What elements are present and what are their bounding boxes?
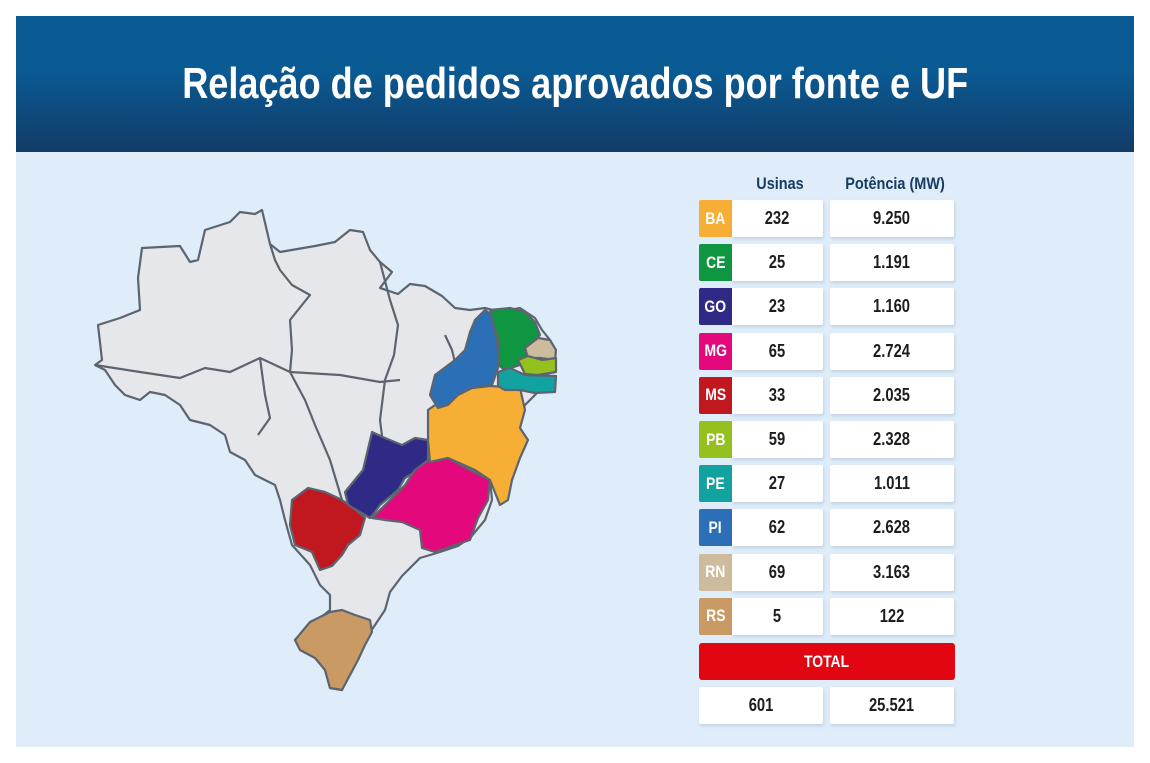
uf-badge: PI bbox=[699, 509, 732, 547]
potencia-value: 2.724 bbox=[873, 340, 911, 361]
uf-code: PE bbox=[706, 473, 725, 493]
potencia-cell: 1.160 bbox=[830, 288, 954, 326]
usinas-cell: 232 bbox=[732, 200, 823, 237]
usinas-cell: 62 bbox=[732, 509, 823, 547]
usinas-cell: 59 bbox=[732, 421, 823, 458]
uf-code: RS bbox=[705, 606, 726, 626]
potencia-value: 2.328 bbox=[873, 429, 911, 449]
uf-badge: RS bbox=[699, 597, 732, 635]
usinas-value: 23 bbox=[769, 296, 786, 317]
potencia-value: 2.035 bbox=[873, 384, 911, 405]
usinas-value: 5 bbox=[773, 605, 782, 626]
uf-code: PI bbox=[708, 517, 723, 537]
uf-badge: CE bbox=[699, 244, 732, 282]
potencia-value: 2.628 bbox=[873, 517, 911, 538]
uf-badge: GO bbox=[699, 288, 732, 326]
column-header-potencia: Potência (MW) bbox=[845, 174, 945, 193]
potencia-value: 122 bbox=[879, 605, 905, 626]
uf-badge: MG bbox=[699, 332, 732, 370]
state-pe bbox=[496, 366, 558, 395]
uf-code: CE bbox=[705, 252, 726, 272]
usinas-cell: 27 bbox=[732, 465, 823, 503]
page-title: Relação de pedidos aprovados por fonte e… bbox=[182, 59, 968, 108]
potencia-cell: 9.250 bbox=[830, 200, 954, 237]
uf-code: MS bbox=[705, 385, 726, 405]
header-banner: Relação de pedidos aprovados por fonte e… bbox=[16, 16, 1134, 152]
potencia-cell: 1.191 bbox=[830, 244, 954, 282]
potencia-value: 1.191 bbox=[873, 252, 911, 273]
potencia-cell: 1.011 bbox=[830, 465, 954, 503]
usinas-cell: 23 bbox=[732, 288, 823, 326]
uf-code: RN bbox=[705, 562, 726, 582]
total-potencia-value: 25.521 bbox=[869, 695, 915, 715]
state-ms bbox=[288, 486, 367, 572]
potencia-cell: 122 bbox=[830, 597, 954, 635]
uf-code: PB bbox=[705, 429, 726, 449]
usinas-cell: 33 bbox=[732, 376, 823, 414]
total-potencia-cell: 25.521 bbox=[830, 687, 954, 724]
usinas-value: 27 bbox=[769, 473, 786, 494]
potencia-value: 3.163 bbox=[873, 561, 911, 582]
total-label: TOTAL bbox=[804, 651, 850, 671]
potencia-cell: 3.163 bbox=[830, 553, 954, 591]
potencia-cell: 2.328 bbox=[830, 421, 954, 458]
usinas-value: 33 bbox=[769, 384, 786, 405]
total-usinas-value: 601 bbox=[748, 695, 774, 715]
uf-badge: PB bbox=[699, 421, 732, 458]
brazil-map bbox=[80, 200, 620, 700]
usinas-value: 65 bbox=[769, 340, 786, 361]
usinas-cell: 69 bbox=[732, 553, 823, 591]
usinas-value: 25 bbox=[769, 252, 786, 273]
potencia-cell: 2.628 bbox=[830, 509, 954, 547]
usinas-cell: 5 bbox=[732, 597, 823, 635]
map-base-brazil bbox=[93, 208, 552, 692]
uf-badge: MS bbox=[699, 376, 732, 414]
uf-badge: PE bbox=[699, 465, 732, 503]
potencia-value: 9.250 bbox=[873, 208, 911, 228]
total-label-bar: TOTAL bbox=[699, 643, 955, 680]
uf-code: BA bbox=[705, 208, 726, 228]
potencia-value: 1.011 bbox=[873, 473, 911, 494]
usinas-value: 59 bbox=[769, 429, 786, 449]
total-usinas-cell: 601 bbox=[699, 687, 823, 724]
uf-badge: BA bbox=[699, 200, 732, 237]
state-mg bbox=[370, 453, 492, 554]
usinas-cell: 25 bbox=[732, 244, 823, 282]
usinas-value: 232 bbox=[765, 208, 790, 228]
state-go bbox=[343, 430, 430, 520]
potencia-value: 1.160 bbox=[873, 296, 911, 317]
uf-badge: RN bbox=[699, 553, 732, 591]
column-header-usinas: Usinas bbox=[756, 174, 804, 193]
usinas-value: 69 bbox=[769, 561, 786, 582]
state-rs bbox=[293, 608, 374, 692]
state-pb bbox=[516, 354, 558, 377]
uf-code: GO bbox=[704, 296, 727, 316]
uf-code: MG bbox=[704, 341, 727, 361]
usinas-cell: 65 bbox=[732, 332, 823, 370]
usinas-value: 62 bbox=[769, 517, 786, 538]
potencia-cell: 2.035 bbox=[830, 376, 954, 414]
potencia-cell: 2.724 bbox=[830, 332, 954, 370]
